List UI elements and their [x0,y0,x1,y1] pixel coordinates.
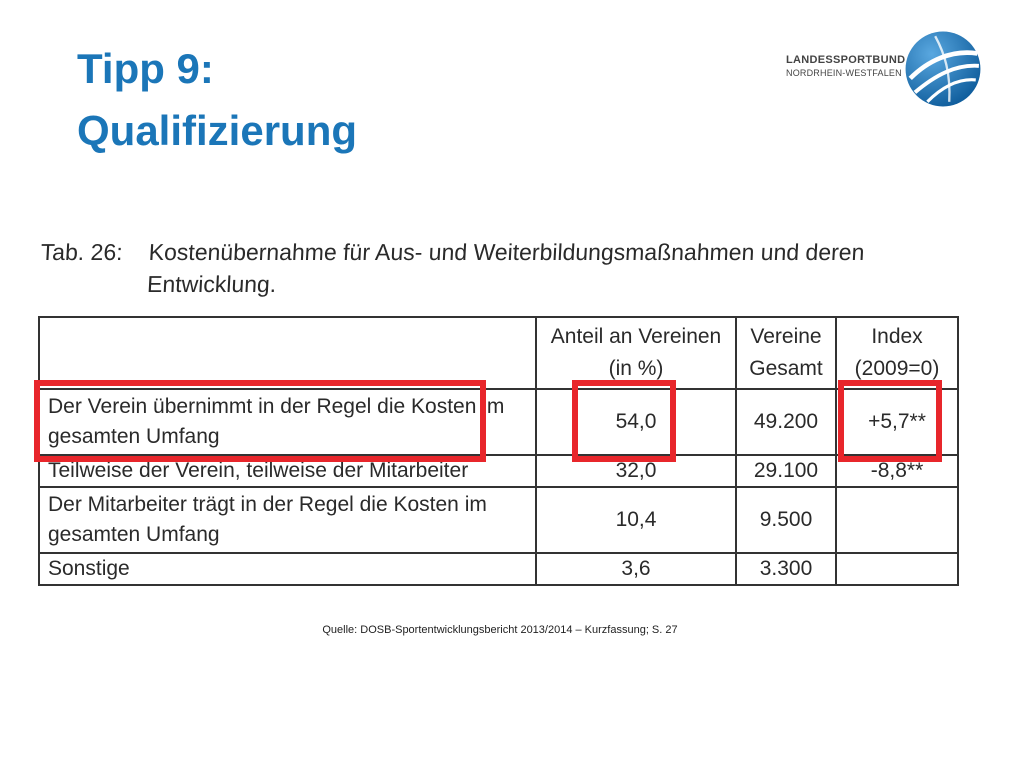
row-share: 54,0 [535,388,737,456]
row-clubs: 9.500 [735,486,837,554]
row-label: Sonstige [38,552,537,586]
row-index [835,552,959,586]
row-clubs: 29.100 [735,454,837,488]
header-cell-share: Anteil an Vereinen (in %) [535,316,737,390]
slide-title: Tipp 9: Qualifizierung [77,38,357,162]
row-clubs: 3.300 [735,552,837,586]
row-label: Der Verein übernimmt in der Regel die Ko… [38,388,537,456]
slide-title-line1: Tipp 9: [77,45,214,92]
logo-line2: NORDRHEIN-WESTFALEN [786,68,902,78]
logo-text: LANDESSPORTBUND NORDRHEIN-WESTFALEN [786,54,905,78]
table-caption-number: Tab. 26: [40,239,124,265]
logo: LANDESSPORTBUND NORDRHEIN-WESTFALEN [786,30,986,110]
row-share: 10,4 [535,486,737,554]
table-row: Sonstige 3,6 3.300 [38,552,959,586]
highlight-box-index [838,380,942,462]
table-header-row: Anteil an Vereinen (in %) Vereine Gesamt… [38,316,959,390]
table-caption: Tab. 26: Kostenübernahme für Aus- und Wei… [38,236,971,300]
highlight-box-row [34,380,486,462]
row-share: 3,6 [535,552,737,586]
header-cell-clubs: Vereine Gesamt [735,316,837,390]
table-caption-text: Kostenübernahme für Aus- und Weiterbildu… [146,239,866,297]
row-label: Der Mitarbeiter trägt in der Regel die K… [38,486,537,554]
table-row: Der Mitarbeiter trägt in der Regel die K… [38,486,959,554]
slide-title-line2: Qualifizierung [77,107,358,154]
header-cell-index: Index (2009=0) [835,316,959,390]
logo-line1: LANDESSPORTBUND [786,54,906,66]
header-cell-label [38,316,537,390]
source-note: Quelle: DOSB-Sportentwicklungsbericht 20… [322,624,678,636]
sports-globe-icon [905,31,981,107]
highlight-box-share [572,380,676,462]
row-index [835,486,959,554]
row-clubs: 49.200 [735,388,837,456]
